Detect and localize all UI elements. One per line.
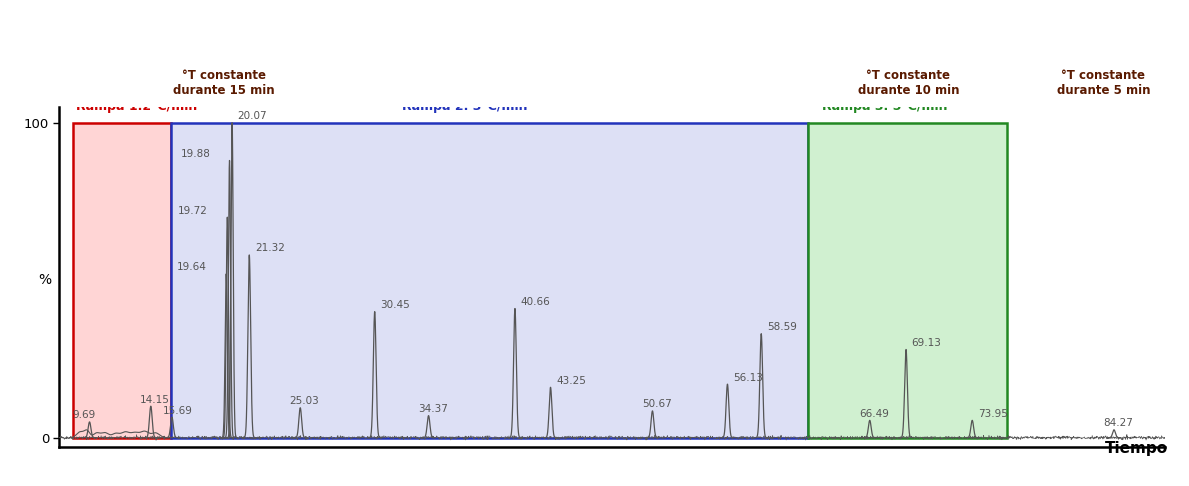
- Bar: [171, 122, 809, 438]
- Bar: [809, 122, 1007, 438]
- Text: 9.69: 9.69: [73, 410, 95, 420]
- Bar: [74, 122, 171, 438]
- Text: 40.66: 40.66: [521, 297, 551, 307]
- Text: 66.49: 66.49: [858, 409, 889, 419]
- Text: Tiempo: Tiempo: [1105, 441, 1168, 456]
- Text: Rampa 3. 5°C/min: Rampa 3. 5°C/min: [822, 100, 948, 113]
- Text: °T constante
durante 15 min: °T constante durante 15 min: [174, 69, 275, 98]
- Text: °T constante
durante 5 min: °T constante durante 5 min: [1057, 69, 1150, 98]
- Text: %: %: [38, 273, 51, 287]
- Text: 25.03: 25.03: [289, 396, 319, 406]
- Text: Rampa 1.2°C/min: Rampa 1.2°C/min: [76, 100, 197, 113]
- Text: °T constante
durante 10 min: °T constante durante 10 min: [857, 69, 960, 98]
- Text: 43.25: 43.25: [556, 376, 586, 386]
- Text: 84.27: 84.27: [1103, 418, 1133, 428]
- Text: 19.88: 19.88: [181, 149, 210, 159]
- Text: Rampa 2. 3°C/min: Rampa 2. 3°C/min: [402, 100, 528, 113]
- Text: 15.69: 15.69: [163, 406, 193, 416]
- Text: 73.95: 73.95: [977, 409, 1007, 419]
- Text: 14.15: 14.15: [140, 395, 170, 404]
- Text: 34.37: 34.37: [417, 404, 447, 414]
- Text: 30.45: 30.45: [380, 300, 410, 310]
- Text: 58.59: 58.59: [767, 322, 797, 332]
- Text: 69.13: 69.13: [912, 338, 942, 348]
- Text: 20.07: 20.07: [238, 111, 268, 121]
- Text: 19.64: 19.64: [177, 262, 207, 272]
- Text: 56.13: 56.13: [732, 373, 763, 382]
- Text: 50.67: 50.67: [642, 399, 672, 409]
- Text: 19.72: 19.72: [178, 206, 208, 216]
- Text: 21.32: 21.32: [254, 243, 284, 253]
